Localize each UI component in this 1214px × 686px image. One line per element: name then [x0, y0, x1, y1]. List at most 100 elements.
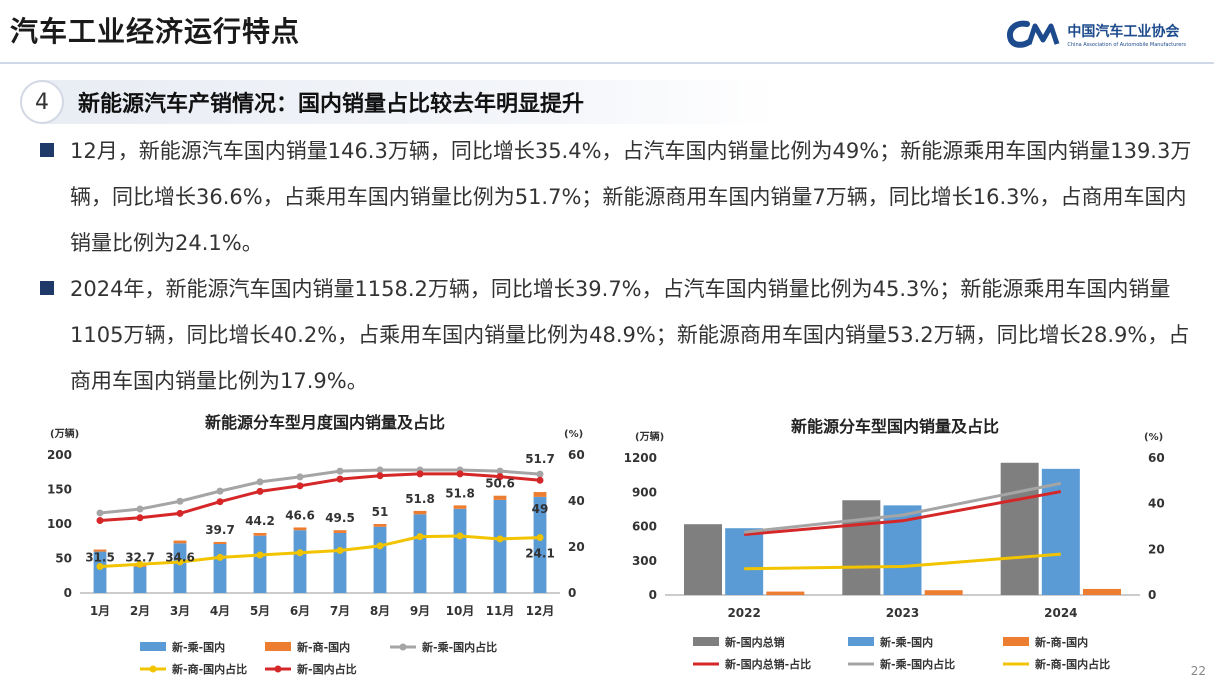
line-point	[456, 532, 464, 540]
left-axis-unit: (万辆)	[50, 427, 79, 440]
line-point	[216, 487, 224, 495]
line-point	[416, 533, 424, 541]
line-point	[496, 473, 504, 481]
legend-label: 新-乘-国内占比	[422, 640, 497, 654]
y2-tick-label: 60	[568, 448, 585, 462]
legend-marker	[149, 665, 157, 673]
bar-commercial	[173, 540, 187, 544]
x-tick-label: 9月	[410, 604, 430, 618]
bullet-year-2024: 2024年，新能源汽车国内销量1158.2万辆，同比增长39.7%，占汽车国内销…	[36, 266, 1196, 404]
line-point	[336, 546, 344, 554]
legend-swatch	[693, 637, 719, 646]
data-label: 49	[532, 502, 549, 516]
x-tick-label: 7月	[330, 604, 350, 618]
bar-commercial	[293, 527, 307, 531]
bar-series-2	[766, 591, 805, 595]
x-tick-label: 2022	[727, 606, 760, 620]
line-point	[336, 475, 344, 483]
chart-title: 新能源分车型国内销量及占比	[791, 417, 999, 436]
line-point	[336, 467, 344, 475]
y-tick-label: 1200	[624, 451, 657, 465]
y2-tick-label: 20	[568, 540, 585, 554]
bar-series-0	[684, 524, 722, 595]
line-point	[176, 558, 184, 566]
line-series-0	[99, 468, 541, 515]
bar-series-1	[725, 528, 764, 595]
bar-commercial	[213, 541, 227, 545]
line-series-2	[99, 472, 541, 523]
legend-marker	[274, 665, 282, 673]
monthly-chart: 新能源分车型月度国内销量及占比 (万辆) (%) 0 50 100 150 200 0 20 40 6…	[47, 413, 585, 676]
bar-passenger	[413, 514, 427, 593]
line-point	[176, 509, 184, 517]
line-series-2	[744, 552, 1061, 571]
y-tick-label: 0	[64, 586, 72, 600]
bar-commercial	[413, 510, 427, 515]
data-label: 50.6	[485, 477, 515, 491]
line-point	[96, 563, 104, 571]
bar-commercial	[373, 524, 387, 527]
line-point	[256, 551, 264, 559]
bar-series-0	[1000, 462, 1039, 595]
y-tick-label: 150	[47, 483, 72, 497]
data-label-passenger-share: 51.7	[525, 452, 555, 466]
line-point	[216, 498, 224, 506]
bar-series-1	[1041, 468, 1080, 595]
bar-commercial	[253, 532, 267, 536]
line-point	[376, 472, 384, 480]
bar-commercial	[93, 549, 107, 552]
bar-passenger	[533, 496, 547, 593]
bar-passenger	[333, 532, 347, 593]
line-point	[536, 470, 544, 478]
section-heading: 4 新能源汽车产销情况：国内销量占比较去年明显提升	[20, 80, 780, 124]
legend-label: 新-国内总销	[725, 635, 785, 649]
legend-label: 新-乘-国内占比	[880, 657, 955, 671]
bullet-list: 12月，新能源汽车国内销量146.3万辆，同比增长35.4%，占汽车国内销量比例…	[36, 128, 1196, 404]
section-title: 新能源汽车产销情况：国内销量占比较去年明显提升	[78, 92, 585, 117]
legend-label: 新-国内占比	[297, 662, 357, 676]
y2-tick-label: 40	[568, 494, 585, 508]
data-label: 46.6	[285, 508, 315, 522]
line-point	[296, 473, 304, 481]
line-point	[96, 509, 104, 517]
bar-series-0	[842, 500, 881, 595]
data-label: 39.7	[205, 523, 235, 537]
data-label: 44.2	[245, 514, 275, 528]
bullet-december: 12月，新能源汽车国内销量146.3万辆，同比增长35.4%，占汽车国内销量比例…	[36, 128, 1196, 266]
line-point	[376, 542, 384, 550]
data-label: 51.8	[445, 486, 475, 500]
x-tick-label: 12月	[526, 604, 555, 618]
x-tick-label: 2023	[886, 606, 919, 620]
logo-chinese-name: 中国汽车工业协会	[1067, 23, 1180, 40]
bar-passenger	[293, 530, 307, 593]
data-label: 49.5	[325, 511, 355, 525]
header-divider	[0, 62, 1214, 64]
bar-passenger	[493, 499, 507, 593]
line-point	[496, 467, 504, 475]
x-tick-label: 4月	[210, 604, 230, 618]
line-point	[296, 482, 304, 490]
line-point	[456, 470, 464, 478]
page-number: 22	[1190, 664, 1206, 678]
header-bar: 汽车工业经济运行特点 中国汽车工业协会 China Association of…	[0, 0, 1214, 62]
x-tick-label: 3月	[170, 604, 190, 618]
legend-marker	[399, 643, 407, 651]
y2-tick-label: 0	[568, 586, 576, 600]
line-series-1	[744, 481, 1062, 534]
right-axis-unit: (%)	[1144, 432, 1163, 443]
right-axis-unit: (%)	[564, 429, 583, 440]
bar-passenger	[213, 544, 227, 593]
line-point	[176, 497, 184, 505]
legend-label: 新-商-国内占比	[1035, 657, 1110, 671]
bar-passenger	[133, 566, 147, 593]
line-point	[536, 534, 544, 542]
y2-tick-label: 20	[1148, 542, 1165, 556]
data-label: 51.8	[405, 492, 435, 506]
x-tick-label: 11月	[486, 604, 515, 618]
caam-logo: 中国汽车工业协会 China Association of Automobile…	[1005, 18, 1186, 50]
left-axis-unit: (万辆)	[635, 430, 664, 443]
legend-label: 新-国内总销-占比	[725, 657, 811, 671]
legend-label: 新-商-国内占比	[172, 662, 247, 676]
legend-swatch	[848, 637, 874, 646]
y2-tick-label: 40	[1148, 497, 1165, 511]
